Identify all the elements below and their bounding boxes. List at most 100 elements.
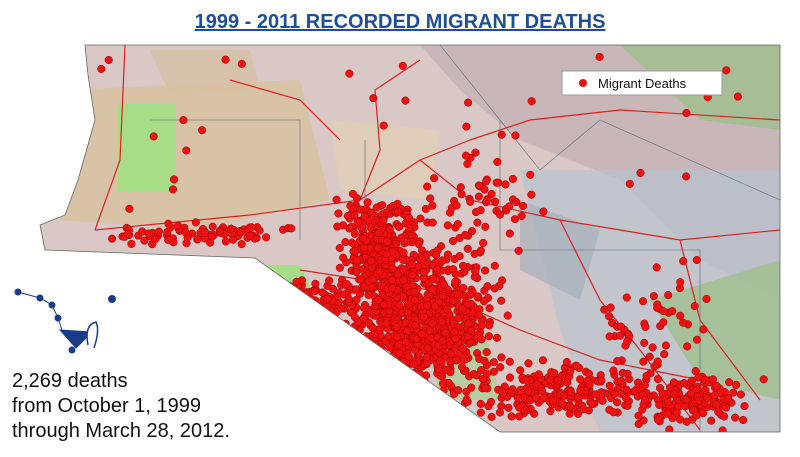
death-dot: [282, 294, 291, 303]
death-dot: [315, 317, 324, 326]
death-dot: [309, 302, 318, 311]
death-dot: [334, 209, 343, 218]
death-dot: [352, 256, 361, 265]
death-dot: [346, 349, 355, 358]
death-dot: [430, 174, 439, 183]
death-dot: [311, 309, 320, 318]
death-dot: [639, 357, 648, 366]
death-dot: [280, 306, 289, 315]
death-dot: [483, 282, 492, 291]
death-dot: [676, 311, 685, 320]
death-dot: [701, 385, 710, 394]
death-dot: [636, 168, 645, 177]
death-dot: [718, 426, 727, 432]
death-dot: [574, 393, 583, 402]
death-dot: [318, 288, 327, 297]
death-dot: [168, 185, 178, 194]
death-dot: [269, 323, 278, 332]
death-dot: [315, 306, 324, 315]
death-dot: [333, 377, 342, 386]
death-dot: [285, 311, 294, 320]
death-dot: [290, 296, 299, 305]
death-dot: [322, 324, 332, 333]
death-dot: [256, 321, 265, 330]
death-dot: [694, 396, 704, 405]
death-dot: [305, 315, 314, 324]
death-dot: [293, 297, 302, 306]
death-dot: [400, 398, 410, 407]
death-dot: [261, 287, 270, 296]
death-dot: [309, 314, 319, 323]
death-dot: [315, 321, 324, 330]
death-dot: [454, 386, 463, 395]
death-dot: [304, 316, 313, 325]
death-dot: [387, 276, 397, 285]
death-dot: [379, 357, 388, 366]
death-dot: [228, 235, 238, 244]
death-dot: [504, 403, 513, 412]
death-dot: [329, 323, 338, 332]
death-dot: [304, 310, 313, 319]
death-dot: [310, 306, 319, 315]
death-dot: [221, 55, 230, 64]
death-dot: [515, 412, 524, 421]
death-dot: [493, 157, 502, 166]
death-dot: [272, 297, 281, 306]
death-dot: [474, 310, 483, 320]
death-dot: [443, 305, 452, 314]
death-dot: [682, 108, 691, 118]
death-dot: [438, 379, 448, 388]
death-dot: [305, 301, 314, 311]
death-dot: [388, 264, 397, 273]
death-dot: [373, 353, 382, 362]
death-dot: [333, 371, 342, 380]
death-dot: [702, 294, 711, 303]
death-dot: [360, 211, 369, 220]
death-dot: [305, 307, 314, 316]
death-dot: [411, 321, 420, 330]
death-dot: [296, 309, 305, 318]
death-dot: [597, 376, 606, 385]
death-dot: [305, 314, 314, 323]
death-dot: [272, 333, 281, 343]
death-dot: [369, 94, 378, 103]
note-line: through March 28, 2012.: [12, 420, 230, 442]
death-dot: [395, 301, 404, 310]
death-dot: [309, 337, 318, 346]
death-dot: [546, 375, 555, 384]
death-dot: [527, 190, 536, 199]
death-dot: [514, 246, 523, 255]
death-dot: [276, 332, 285, 341]
death-dot: [740, 402, 749, 411]
death-dot: [108, 234, 117, 243]
death-dot: [616, 322, 625, 331]
death-dot: [273, 308, 282, 317]
legend-label: Migrant Deaths: [598, 76, 687, 91]
death-dot: [584, 369, 593, 378]
death-dot: [277, 303, 287, 312]
death-dot: [622, 293, 631, 302]
death-dot: [459, 355, 468, 365]
death-dot: [292, 310, 301, 319]
death-dot: [298, 307, 307, 316]
death-dot: [503, 311, 512, 320]
death-dot: [395, 349, 404, 358]
death-dot: [379, 121, 388, 130]
death-dot: [485, 304, 494, 313]
death-dot: [237, 59, 246, 68]
death-dot: [311, 320, 320, 330]
death-dot: [573, 409, 583, 418]
death-dot: [336, 350, 345, 359]
death-dot: [462, 387, 471, 396]
death-dot: [408, 369, 417, 378]
death-dot: [345, 224, 354, 233]
death-dot: [295, 296, 305, 306]
death-dot: [482, 369, 492, 378]
death-dot: [262, 233, 271, 242]
death-dot: [405, 373, 414, 382]
death-dot: [394, 222, 403, 231]
death-dot: [247, 223, 256, 232]
death-dot: [584, 406, 593, 415]
death-dot: [484, 332, 493, 341]
death-dot: [676, 278, 685, 287]
